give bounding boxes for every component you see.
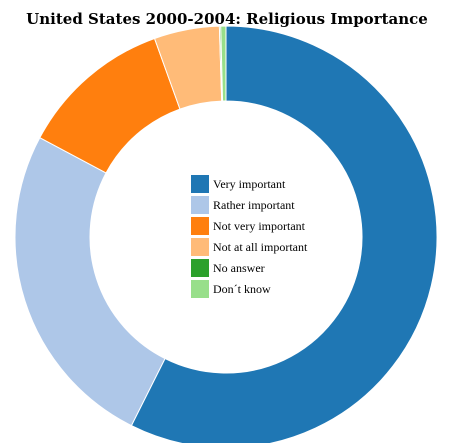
legend-swatch-no-answer <box>191 259 209 277</box>
slice-don-t-know <box>220 25 227 102</box>
legend: Very important Rather important Not very i… <box>191 175 308 298</box>
donut-slices <box>14 25 438 443</box>
slice-rather-important <box>14 137 166 427</box>
legend-label-no-answer: No answer <box>213 261 265 275</box>
legend-label-very-important: Very important <box>213 177 286 191</box>
legend-swatch-not-very-important <box>191 217 209 235</box>
legend-swatch-not-at-all-important <box>191 238 209 256</box>
legend-label-don-t-know: Don´t know <box>213 282 271 296</box>
legend-label-not-at-all-important: Not at all important <box>213 240 308 254</box>
legend-swatch-rather-important <box>191 196 209 214</box>
legend-swatch-don-t-know <box>191 280 209 298</box>
legend-label-not-very-important: Not very important <box>213 219 306 233</box>
slice-very-important <box>130 25 438 443</box>
chart-title: United States 2000-2004: Religious Impor… <box>26 10 428 28</box>
legend-swatch-very-important <box>191 175 209 193</box>
legend-label-rather-important: Rather important <box>213 198 295 212</box>
